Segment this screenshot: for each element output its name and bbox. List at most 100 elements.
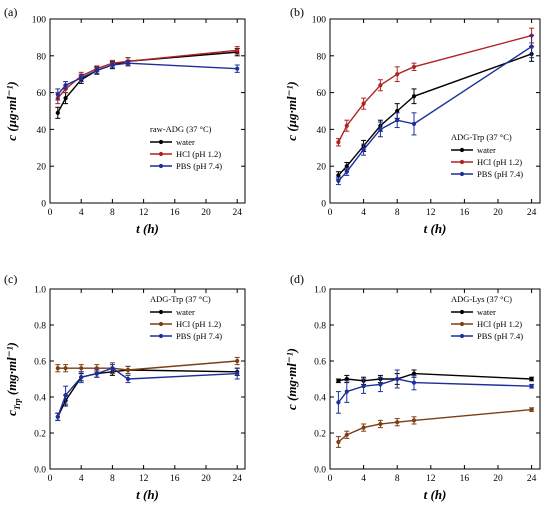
y-tick-label: 0.6 [314, 358, 326, 368]
y-axis-title: c (µg·ml⁻¹) [4, 81, 19, 140]
panel-label: (c) [4, 272, 17, 286]
chart-panel-1: (a) 0 4 8 12 16 20 24 0 20 40 60 80 100 t (h) c (µg·ml⁻… [4, 5, 246, 236]
y-tick-label: 0.0 [34, 466, 46, 476]
x-tick-label: 12 [139, 208, 149, 218]
x-tick-label: 24 [232, 474, 242, 484]
x-axis-title: t (h) [136, 221, 159, 236]
x-tick-label: 20 [493, 474, 503, 484]
y-tick-label: 1.0 [314, 286, 326, 296]
data-point [361, 101, 366, 106]
legend-marker [158, 139, 164, 145]
y-tick-label: 20 [37, 163, 47, 173]
y-tick-label: 100 [32, 16, 47, 26]
data-point [344, 389, 349, 394]
data-point [55, 366, 60, 371]
legend-marker [459, 333, 465, 339]
y-tick-label: 0.4 [314, 394, 326, 404]
x-tick-label: 8 [395, 208, 400, 218]
legend-title: ADG-Trp (37 °C) [451, 132, 512, 142]
legend-marker [158, 321, 164, 327]
legend: ADG-Trp (37 °C) water HCl (pH 1.2) PBS (pH … [150, 294, 222, 341]
legend-marker [459, 309, 465, 315]
x-tick-label: 16 [170, 208, 180, 218]
x-tick-label: 20 [201, 208, 211, 218]
legend-label: PBS (pH 7.4) [176, 161, 222, 171]
plot-frame [329, 18, 541, 204]
x-tick-label: 12 [139, 474, 149, 484]
data-point [378, 382, 383, 387]
data-point [529, 376, 534, 382]
x-tick-label: 4 [361, 474, 366, 484]
legend-marker [158, 333, 164, 339]
y-tick-label: 0.2 [34, 430, 46, 440]
panel-label: (b) [290, 5, 304, 19]
x-tick-label: 20 [493, 208, 503, 218]
x-tick-label: 4 [79, 474, 84, 484]
data-point [344, 169, 349, 174]
data-point [235, 371, 240, 376]
x-tick-label: 20 [201, 474, 211, 484]
data-point [110, 366, 115, 371]
chart-panel-4: (d) 0 4 8 12 16 20 24 0.0 0.2 0.4 0.6 0.8 1.0 t (h) c (… [284, 272, 541, 502]
y-axis-title: c (µg·ml⁻¹) [284, 81, 299, 140]
data-point [55, 414, 60, 419]
legend-marker [158, 151, 164, 157]
legend-marker [459, 147, 465, 153]
data-point [361, 425, 366, 430]
legend-marker [158, 163, 164, 169]
data-point [411, 121, 417, 126]
legend-label: HCl (pH 1.2) [176, 149, 221, 159]
series-3 [55, 59, 240, 101]
legend-label: HCl (pH 1.2) [477, 319, 522, 329]
y-tick-label: 80 [37, 52, 47, 62]
y-tick-label: 40 [317, 126, 327, 136]
data-point [378, 83, 383, 88]
y-tick-label: 100 [312, 16, 327, 26]
chart-panel-2: (b) 0 4 8 12 16 20 24 0 20 40 60 80 100 t (h) c (µg·ml⁻… [284, 5, 541, 236]
panel-label: (a) [4, 5, 17, 19]
data-point [94, 366, 99, 371]
legend-label: water [176, 307, 195, 317]
data-point [125, 367, 131, 373]
y-tick-label: 0.8 [314, 322, 326, 332]
legend-marker [459, 321, 465, 327]
y-tick-label: 1.0 [34, 286, 46, 296]
data-point [395, 376, 400, 382]
data-point [79, 375, 84, 380]
plot-frame [49, 18, 246, 204]
y-tick-label: 0.6 [34, 358, 46, 368]
data-point [235, 358, 240, 364]
data-point [529, 44, 534, 49]
data-point [336, 173, 341, 178]
data-point [110, 62, 115, 68]
data-point [63, 96, 68, 101]
y-tick-label: 60 [37, 89, 47, 99]
legend-marker [459, 171, 465, 177]
legend: raw-ADG (37 °C) water HCl (pH 1.2) PBS (pH … [150, 124, 222, 171]
series-line [57, 367, 238, 418]
x-tick-label: 4 [361, 208, 366, 218]
series-3 [335, 35, 535, 186]
y-tick-label: 0 [321, 200, 326, 210]
series-3 [55, 364, 240, 421]
legend-label: water [176, 137, 195, 147]
series-line [338, 372, 532, 382]
x-tick-label: 12 [426, 474, 436, 484]
x-tick-label: 4 [79, 208, 84, 218]
legend-label: HCl (pH 1.2) [477, 157, 522, 167]
legend-marker [459, 159, 465, 165]
legend-title: raw-ADG (37 °C) [150, 124, 212, 134]
data-point [63, 366, 68, 371]
x-axis-title: t (h) [424, 221, 447, 236]
x-tick-label: 0 [328, 208, 333, 218]
data-point [94, 68, 99, 73]
series-line [57, 360, 238, 371]
x-tick-label: 24 [527, 474, 537, 484]
y-tick-label: 80 [317, 52, 327, 62]
data-point [336, 178, 341, 184]
data-point [411, 94, 417, 99]
x-tick-label: 16 [460, 208, 470, 218]
x-axis-title: t (h) [424, 487, 447, 502]
x-tick-label: 24 [527, 208, 537, 218]
